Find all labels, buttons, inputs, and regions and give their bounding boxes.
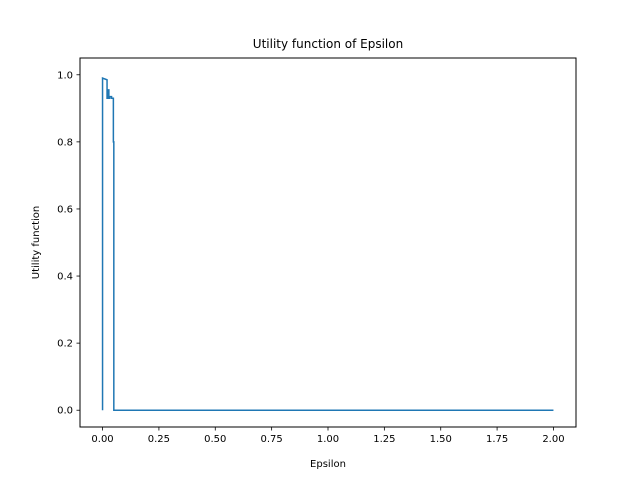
- y-tick-label: 0.6: [57, 204, 73, 215]
- x-tick-label: 0.75: [261, 434, 283, 445]
- y-tick-label: 1.0: [57, 70, 73, 81]
- y-tick-label: 0.8: [57, 137, 73, 148]
- x-tick-label: 2.00: [542, 434, 564, 445]
- x-tick-label: 0.25: [148, 434, 170, 445]
- series-line-0: [101, 77, 554, 411]
- chart-title: Utility function of Epsilon: [253, 37, 403, 51]
- x-axis: 0.00 0.25 0.50 0.75 1.00 1.25 1.50 1.75 2.00: [91, 427, 565, 445]
- x-tick-label: 1.00: [317, 434, 339, 445]
- y-tick-label: 0.4: [57, 272, 73, 283]
- x-tick-label: 1.75: [486, 434, 508, 445]
- x-tick-label: 0.00: [91, 434, 113, 445]
- x-tick-label: 1.25: [373, 434, 395, 445]
- plot-layer: [101, 77, 554, 411]
- y-axis: 0.0 0.2 0.4 0.6 0.8 1.0: [57, 70, 80, 417]
- x-tick-label: 1.50: [430, 434, 452, 445]
- y-axis-label: Utility function: [31, 206, 42, 279]
- y-tick-label: 0.2: [57, 339, 73, 350]
- x-axis-label: Epsilon: [310, 459, 346, 470]
- x-tick-label: 0.50: [204, 434, 226, 445]
- y-tick-label: 0.0: [57, 406, 73, 417]
